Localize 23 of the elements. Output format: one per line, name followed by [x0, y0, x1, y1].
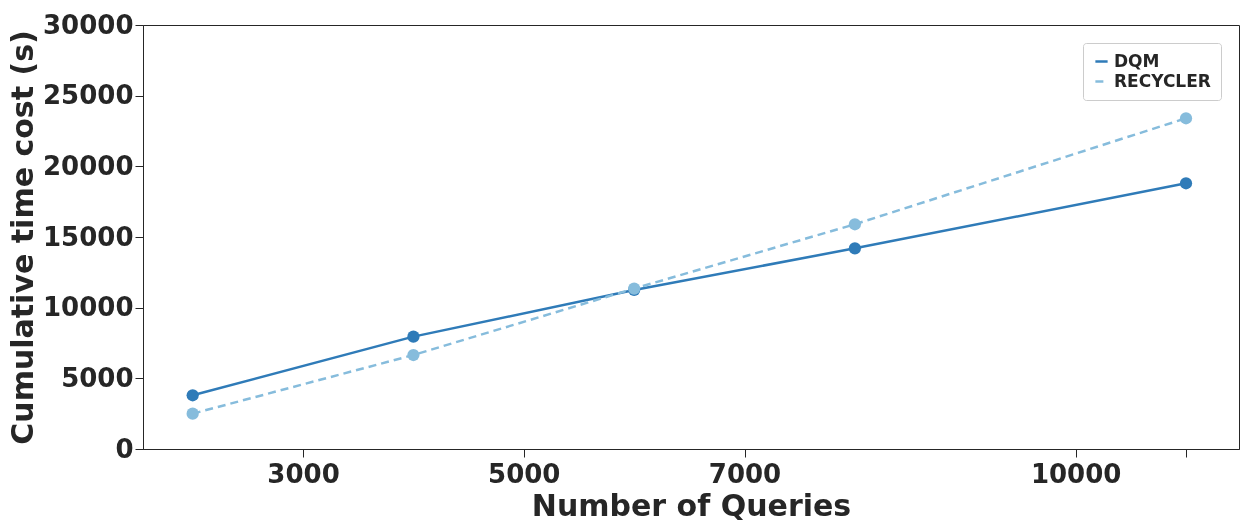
y-tick-label: 25000 [43, 80, 134, 111]
point [407, 330, 420, 343]
y-tick-label: 15000 [43, 221, 134, 252]
point [1179, 177, 1193, 190]
point [1179, 112, 1193, 125]
point [186, 407, 199, 420]
y-tick-label: 30000 [43, 9, 134, 40]
y-axis-title: Cumulative time cost (s) [5, 30, 41, 445]
point [407, 348, 420, 362]
point [186, 389, 199, 402]
legend-label: DQM [1114, 50, 1160, 71]
x-tick-label: 3000 [267, 458, 340, 489]
y-tick-label: 20000 [43, 150, 134, 181]
x-axis-title: Number of Queries [531, 487, 852, 523]
x-tick-label: 7000 [708, 458, 782, 489]
y-tick-label: 5000 [61, 362, 134, 393]
x-tick-label: 10000 [1030, 458, 1122, 489]
point [848, 218, 862, 231]
y-tick-label: 10000 [43, 292, 134, 323]
x-tick-label: 5000 [488, 458, 561, 489]
y-tick-label: 0 [115, 433, 134, 464]
point [848, 242, 862, 255]
legend-label: RECYCLER [1114, 70, 1211, 91]
